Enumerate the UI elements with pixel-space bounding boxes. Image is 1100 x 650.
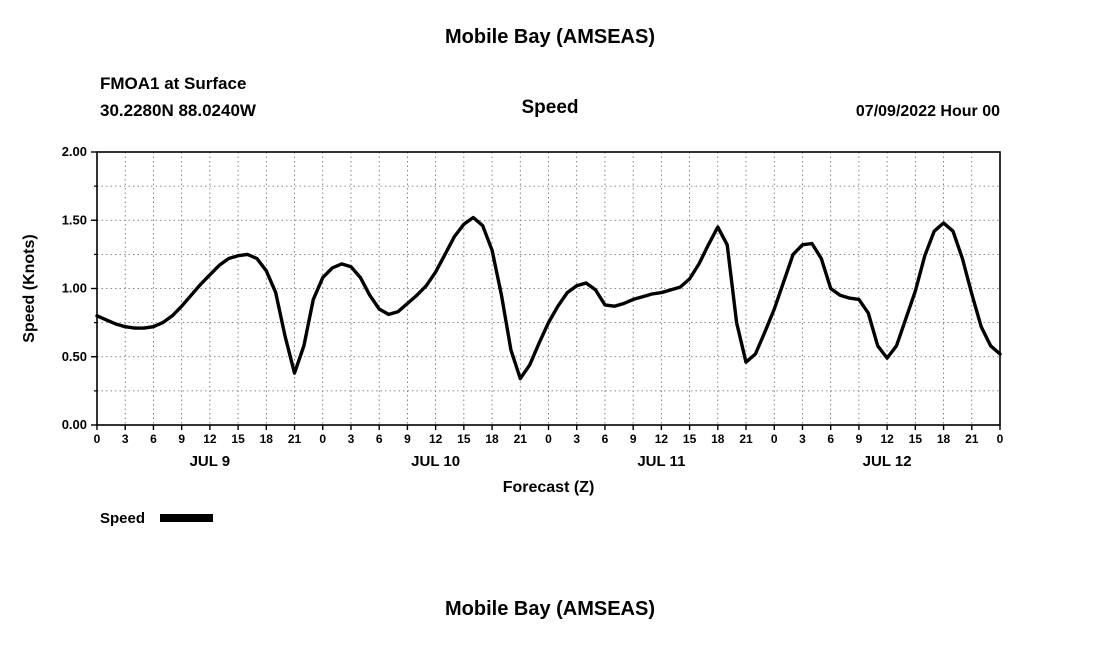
x-tick-label: 3 [348, 432, 355, 446]
day-label: JUL 11 [637, 453, 685, 470]
x-tick-label: 0 [771, 432, 778, 446]
x-tick-label: 9 [404, 432, 411, 446]
x-tick-label: 6 [376, 432, 383, 446]
x-tick-label: 18 [711, 432, 725, 446]
station-coordinates: 30.2280N 88.0240W [100, 101, 256, 120]
x-tick-label: 0 [545, 432, 552, 446]
x-tick-label: 6 [827, 432, 834, 446]
y-tick-label: 0.50 [62, 349, 87, 364]
x-tick-label: 3 [122, 432, 129, 446]
x-tick-label: 21 [514, 432, 528, 446]
x-tick-label: 21 [288, 432, 302, 446]
x-tick-label: 15 [909, 432, 923, 446]
speed-series-line [95, 215, 1002, 381]
x-tick-label: 12 [880, 432, 894, 446]
y-tick-label: 2.00 [62, 144, 87, 159]
x-tick-label: 15 [457, 432, 471, 446]
legend-label: Speed [100, 510, 145, 527]
x-tick-label: 6 [150, 432, 157, 446]
day-label: JUL 9 [190, 453, 231, 470]
chart-title: Speed [521, 97, 579, 118]
x-tick-label: 18 [485, 432, 499, 446]
x-tick-label: 3 [799, 432, 806, 446]
x-tick-label: 18 [937, 432, 951, 446]
next-chart-title: Mobile Bay (AMSEAS) [444, 598, 656, 620]
speed-chart-svg: 0 3 6 9 12 15 18 21 0 3 6 9 12 15 18 21 0 3 6 9 12 15 18 21 0 3 6 9… [21, 144, 1004, 527]
x-tick-label: 3 [573, 432, 580, 446]
x-tick-label: 0 [94, 432, 101, 446]
x-tick-label: 9 [856, 432, 863, 446]
x-tick-label: 15 [231, 432, 245, 446]
y-tick-label: 1.50 [62, 212, 87, 227]
x-tick-label: 15 [683, 432, 697, 446]
x-tick-label: 12 [655, 432, 669, 446]
x-axis-title: Forecast (Z) [503, 479, 595, 496]
x-tick-label: 12 [203, 432, 217, 446]
x-tick-label: 9 [630, 432, 637, 446]
page-title: Mobile Bay (AMSEAS) [444, 26, 656, 48]
y-axis-title: Speed (Knots) [21, 234, 38, 342]
x-tick-label: 0 [997, 432, 1004, 446]
x-tick-label: 0 [319, 432, 326, 446]
x-tick-label: 18 [260, 432, 274, 446]
x-tick-label: 12 [429, 432, 443, 446]
x-tick-label: 21 [965, 432, 979, 446]
y-tick-label: 1.00 [62, 281, 87, 296]
forecast-run-time: 07/09/2022 Hour 00 [855, 103, 1000, 120]
x-tick-label: 6 [602, 432, 609, 446]
day-label: JUL 10 [411, 453, 460, 470]
station-label: FMOA1 at Surface [100, 74, 247, 93]
y-tick-label: 0.00 [62, 417, 87, 432]
day-label: JUL 12 [863, 453, 912, 470]
x-tick-label: 9 [178, 432, 185, 446]
x-tick-label: 21 [739, 432, 753, 446]
